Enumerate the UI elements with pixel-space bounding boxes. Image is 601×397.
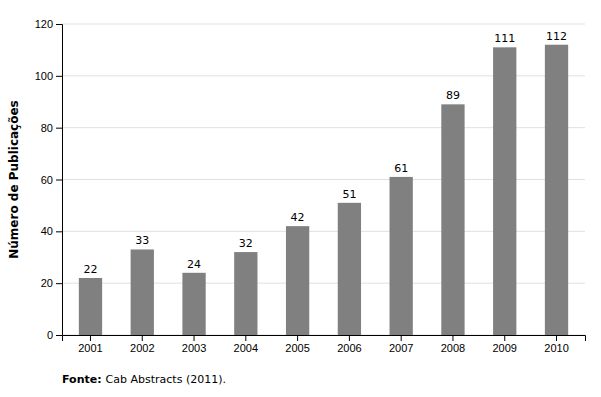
x-tick-mark [142,335,143,341]
x-tick-mark [194,335,195,341]
x-tick: 2005 [285,335,309,354]
y-axis-line [56,25,63,336]
x-tick-mark [452,335,453,341]
data-label: 24 [187,258,201,271]
y-tick-mark [56,335,62,336]
y-tick-mark [56,180,62,181]
data-label: 22 [83,263,97,276]
x-tick-label: 2006 [337,342,361,354]
x-tick: 2010 [544,335,568,354]
bar [390,177,413,335]
x-tick: 2003 [182,335,206,354]
x-axis: 2001 2002 2003 2004 2005 2006 2007 2008 2009 2010 [63,335,586,354]
x-tick-label: 2010 [544,342,568,354]
x-tick: 2008 [441,335,465,354]
x-tick: 2009 [492,335,516,354]
x-tick-label: 2002 [130,342,154,354]
x-tick-label: 2005 [285,342,309,354]
data-label: 61 [394,162,408,175]
y-tick-label: 40 [41,225,53,237]
annotation: Fonte: [62,373,102,386]
bar [338,203,361,335]
chart: 2233243242516189111112200120022003200420… [0,0,601,397]
y-axis-title: Número de Publicações [7,100,21,258]
x-tick: 2001 [78,335,102,354]
data-labels: 22 33 24 32 42 51 61 89 111 112 [83,30,567,276]
grid [62,24,585,335]
y-tick: 0 [47,329,62,341]
data-label: 111 [494,32,515,45]
x-tick-label: 2008 [441,342,465,354]
chart-container: 2233243242516189111112200120022003200420… [0,0,601,397]
y-tick-mark [56,231,62,232]
x-tick-mark [556,335,557,341]
bar [545,45,568,335]
bar [493,47,516,335]
data-label: 112 [546,30,567,43]
data-label: 89 [446,89,460,102]
x-tick-label: 2001 [78,342,102,354]
x-tick-label: 2003 [182,342,206,354]
bar [79,278,102,335]
annotation: Cab Abstracts (2011). [106,373,226,386]
x-axis-line [63,336,586,342]
y-tick-label: 60 [41,174,53,186]
y-tick-label: 0 [47,329,53,341]
data-label: 33 [135,234,149,247]
plot: 2233243242516189111112200120022003200420… [35,18,586,354]
y-tick-mark [56,24,62,25]
data-label: 51 [342,188,356,201]
bar [131,249,154,335]
x-tick-mark [245,335,246,341]
x-tick: 2002 [130,335,154,354]
y-tick-label: 100 [35,70,53,82]
y-tick-label: 20 [41,277,53,289]
y-tick: 20 [41,277,62,289]
y-axis: 0 20 40 60 80 100 120 [35,18,63,341]
y-tick: 60 [41,174,62,186]
y-tick-label: 120 [35,18,53,30]
y-tick-mark [56,128,62,129]
x-tick-mark [349,335,350,341]
y-tick: 100 [35,70,62,82]
bar [182,273,205,335]
x-tick-mark [504,335,505,341]
x-tick: 2006 [337,335,361,354]
x-tick-label: 2004 [234,342,258,354]
y-tick: 40 [41,225,62,237]
bars [79,45,568,335]
y-tick: 80 [41,122,62,134]
y-tick-mark [56,76,62,77]
y-tick: 120 [35,18,62,30]
x-tick-label: 2009 [492,342,516,354]
bar [441,104,464,335]
grid-line [62,24,585,25]
source-note: Fonte: Cab Abstracts (2011). [62,373,226,386]
x-tick: 2004 [234,335,258,354]
y-tick-label: 80 [41,122,53,134]
x-tick-label: 2007 [389,342,413,354]
x-tick: 2007 [389,335,413,354]
x-tick-mark [401,335,402,341]
x-tick-mark [297,335,298,341]
x-tick-mark [90,335,91,341]
data-label: 32 [239,237,253,250]
bar [234,252,257,335]
bar [286,226,309,335]
y-tick-mark [56,283,62,284]
data-label: 42 [291,211,305,224]
